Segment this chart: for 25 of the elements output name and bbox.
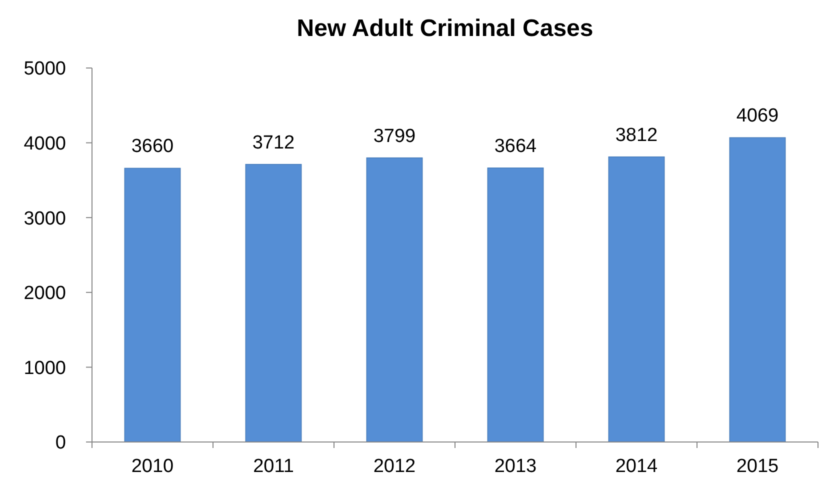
data-label: 3660 [131, 136, 174, 158]
bar [608, 156, 665, 442]
data-label: 3712 [252, 132, 295, 154]
bar [245, 164, 302, 442]
y-tick-label: 3000 [24, 208, 66, 230]
y-tick-label: 2000 [24, 283, 66, 304]
bar [729, 137, 786, 442]
bar [366, 157, 423, 442]
bar [124, 168, 181, 442]
x-tick-label: 2012 [373, 456, 416, 477]
bar [487, 168, 544, 442]
y-tick-label: 0 [55, 432, 66, 454]
y-tick-label: 4000 [24, 133, 66, 154]
data-label: 4069 [736, 106, 779, 127]
x-tick-label: 2013 [494, 456, 537, 477]
chart-title: New Adult Criminal Cases [296, 15, 594, 42]
y-tick-label: 1000 [24, 358, 66, 379]
x-tick-label: 2015 [736, 456, 779, 477]
data-label: 3799 [373, 126, 416, 147]
x-tick-label: 2011 [253, 456, 294, 477]
data-label: 3812 [615, 124, 658, 146]
x-tick-label: 2010 [131, 456, 174, 477]
x-tick-label: 2014 [615, 456, 658, 477]
y-tick-label: 5000 [24, 58, 66, 80]
data-label: 3664 [494, 136, 538, 157]
